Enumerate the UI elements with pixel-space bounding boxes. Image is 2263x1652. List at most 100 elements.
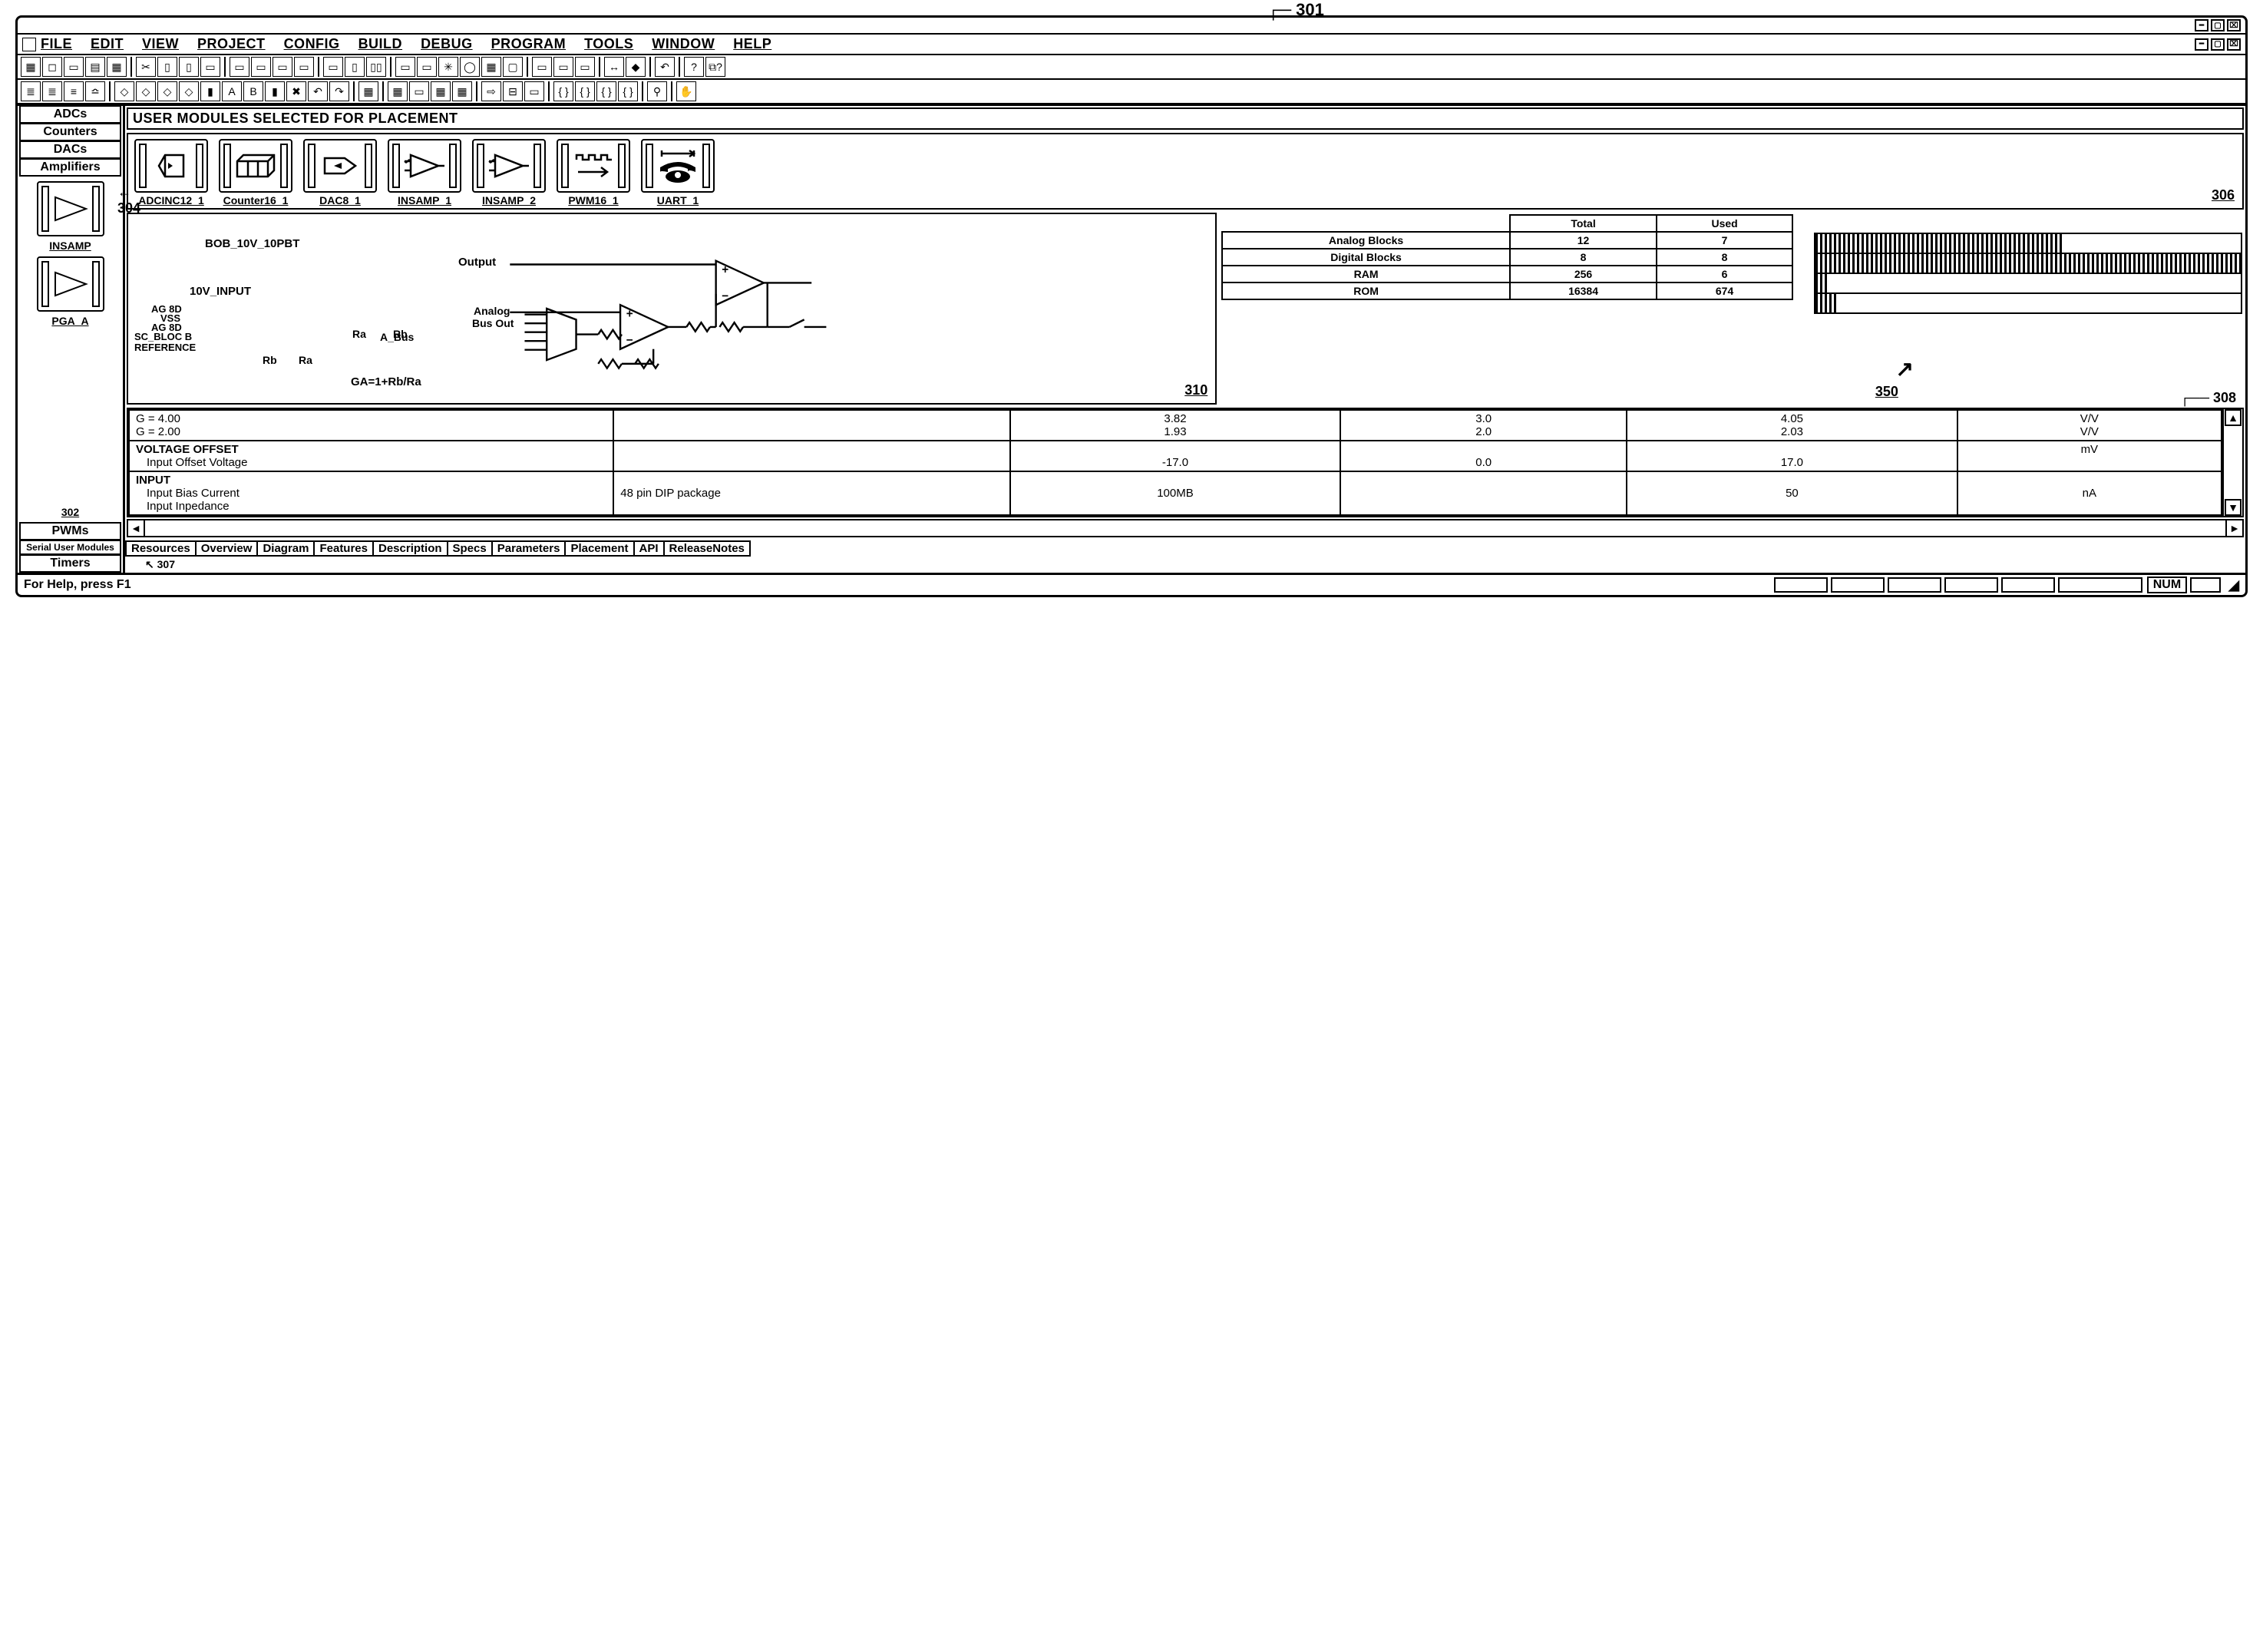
toolbar-button[interactable]: ↶	[655, 57, 675, 77]
horizontal-scrollbar[interactable]: ◄ ►	[127, 519, 2244, 537]
tab-placement[interactable]: Placement	[564, 540, 634, 557]
toolbar-button[interactable]: ▮	[265, 81, 285, 101]
toolbar-button[interactable]: ◯	[460, 57, 480, 77]
menu-tools[interactable]: TOOLS	[584, 36, 633, 51]
toolbar-button[interactable]: ▭	[395, 57, 415, 77]
module-uart_1[interactable]: UART_1	[641, 139, 715, 206]
category-counters[interactable]: Counters	[19, 123, 121, 141]
menu-program[interactable]: PROGRAM	[491, 36, 567, 51]
toolbar-button[interactable]: ✋	[676, 81, 696, 101]
toolbar-button[interactable]: ⧉?	[705, 57, 725, 77]
toolbar-button[interactable]: { }	[553, 81, 573, 101]
child-minimize-button[interactable]: ━	[2195, 38, 2208, 51]
toolbar-button[interactable]: ▯	[179, 57, 199, 77]
toolbar-button[interactable]: ⚲	[647, 81, 667, 101]
toolbar-button[interactable]: ✖	[286, 81, 306, 101]
toolbar-button[interactable]: ▦	[452, 81, 472, 101]
module-counter16_1[interactable]: Counter16_1	[219, 139, 292, 206]
toolbar-button[interactable]: ◇	[179, 81, 199, 101]
resize-grip-icon[interactable]: ◢	[2228, 577, 2239, 593]
tab-description[interactable]: Description	[372, 540, 448, 557]
toolbar-button[interactable]: ▭	[230, 57, 249, 77]
toolbar-button[interactable]: ▦	[481, 57, 501, 77]
minimize-button[interactable]: ━	[2195, 19, 2208, 31]
toolbar-button[interactable]: ▭	[64, 57, 84, 77]
module-dac8_1[interactable]: DAC8_1	[303, 139, 377, 206]
module-adcinc12_1[interactable]: ADCINC12_1	[134, 139, 208, 206]
category-dacs[interactable]: DACs	[19, 140, 121, 159]
module-pwm16_1[interactable]: PWM16_1	[557, 139, 630, 206]
menu-window[interactable]: WINDOW	[652, 36, 715, 51]
scroll-up-button[interactable]: ▲	[2225, 409, 2242, 426]
toolbar-button[interactable]: ▦	[107, 57, 127, 77]
category-amplifiers[interactable]: Amplifiers	[19, 158, 121, 177]
module-insamp_2[interactable]: INSAMP_2	[472, 139, 546, 206]
scroll-right-button[interactable]: ►	[2225, 520, 2242, 536]
toolbar-button[interactable]: ≡	[64, 81, 84, 101]
tab-releasenotes[interactable]: ReleaseNotes	[663, 540, 751, 557]
tab-parameters[interactable]: Parameters	[491, 540, 567, 557]
category-adcs[interactable]: ADCs	[19, 105, 121, 124]
menu-config[interactable]: CONFIG	[284, 36, 340, 51]
toolbar-button[interactable]: ▯	[345, 57, 365, 77]
toolbar-button[interactable]: A	[222, 81, 242, 101]
toolbar-button[interactable]: { }	[596, 81, 616, 101]
toolbar-button[interactable]: { }	[618, 81, 638, 101]
toolbar-button[interactable]: ?	[684, 57, 704, 77]
toolbar-button[interactable]: ▭	[417, 57, 437, 77]
toolbar-button[interactable]: ↔	[604, 57, 624, 77]
toolbar-button[interactable]: ▢	[503, 57, 523, 77]
menu-help[interactable]: HELP	[733, 36, 771, 51]
toolbar-button[interactable]: ▭	[524, 81, 544, 101]
toolbar-button[interactable]: ≣	[21, 81, 41, 101]
toolbar-button[interactable]: { }	[575, 81, 595, 101]
sidebar-module-insamp[interactable]: INSAMP	[25, 181, 115, 252]
toolbar-button[interactable]: ▤	[85, 57, 105, 77]
vertical-scrollbar[interactable]: ▲ ▼	[2222, 409, 2242, 516]
toolbar-button[interactable]: ✳	[438, 57, 458, 77]
tab-api[interactable]: API	[633, 540, 665, 557]
tab-diagram[interactable]: Diagram	[256, 540, 315, 557]
scroll-down-button[interactable]: ▼	[2225, 499, 2242, 516]
toolbar-button[interactable]: ▦	[21, 57, 41, 77]
toolbar-button[interactable]: ≣	[42, 81, 62, 101]
toolbar-button[interactable]: ▦	[388, 81, 408, 101]
tab-resources[interactable]: Resources	[125, 540, 197, 557]
category-timers[interactable]: Timers	[19, 554, 121, 573]
toolbar-button[interactable]: ▭	[553, 57, 573, 77]
toolbar-button[interactable]: ▭	[273, 57, 292, 77]
toolbar-button[interactable]: ▮	[200, 81, 220, 101]
menu-debug[interactable]: DEBUG	[421, 36, 473, 51]
category-serial-user-modules[interactable]: Serial User Modules	[19, 540, 121, 555]
toolbar-button[interactable]: ▭	[323, 57, 343, 77]
menu-edit[interactable]: EDIT	[91, 36, 124, 51]
toolbar-button[interactable]: ▭	[200, 57, 220, 77]
toolbar-button[interactable]: ⇨	[481, 81, 501, 101]
toolbar-button[interactable]: ▭	[532, 57, 552, 77]
toolbar-button[interactable]: ↶	[308, 81, 328, 101]
tab-features[interactable]: Features	[313, 540, 374, 557]
toolbar-button[interactable]: ▯	[157, 57, 177, 77]
toolbar-button[interactable]: ≏	[85, 81, 105, 101]
toolbar-button[interactable]: ▭	[575, 57, 595, 77]
toolbar-button[interactable]: ▭	[409, 81, 429, 101]
toolbar-button[interactable]: ◆	[626, 57, 646, 77]
toolbar-button[interactable]: ▦	[358, 81, 378, 101]
toolbar-button[interactable]: ▦	[431, 81, 451, 101]
menu-build[interactable]: BUILD	[358, 36, 403, 51]
tab-specs[interactable]: Specs	[447, 540, 493, 557]
toolbar-button[interactable]: B	[243, 81, 263, 101]
toolbar-button[interactable]: ◇	[157, 81, 177, 101]
scroll-left-button[interactable]: ◄	[128, 520, 145, 536]
toolbar-button[interactable]: ▯▯	[366, 57, 386, 77]
sidebar-module-pga_a[interactable]: PGA_A	[25, 256, 115, 327]
close-button[interactable]: ⌧	[2227, 19, 2241, 31]
maximize-button[interactable]: ▢	[2211, 19, 2225, 31]
menu-file[interactable]: FILE	[41, 36, 72, 51]
toolbar-button[interactable]: ↷	[329, 81, 349, 101]
toolbar-button[interactable]: ▭	[251, 57, 271, 77]
toolbar-button[interactable]: ◇	[136, 81, 156, 101]
toolbar-button[interactable]: ◻	[42, 57, 62, 77]
child-close-button[interactable]: ⌧	[2227, 38, 2241, 51]
toolbar-button[interactable]: ✂	[136, 57, 156, 77]
